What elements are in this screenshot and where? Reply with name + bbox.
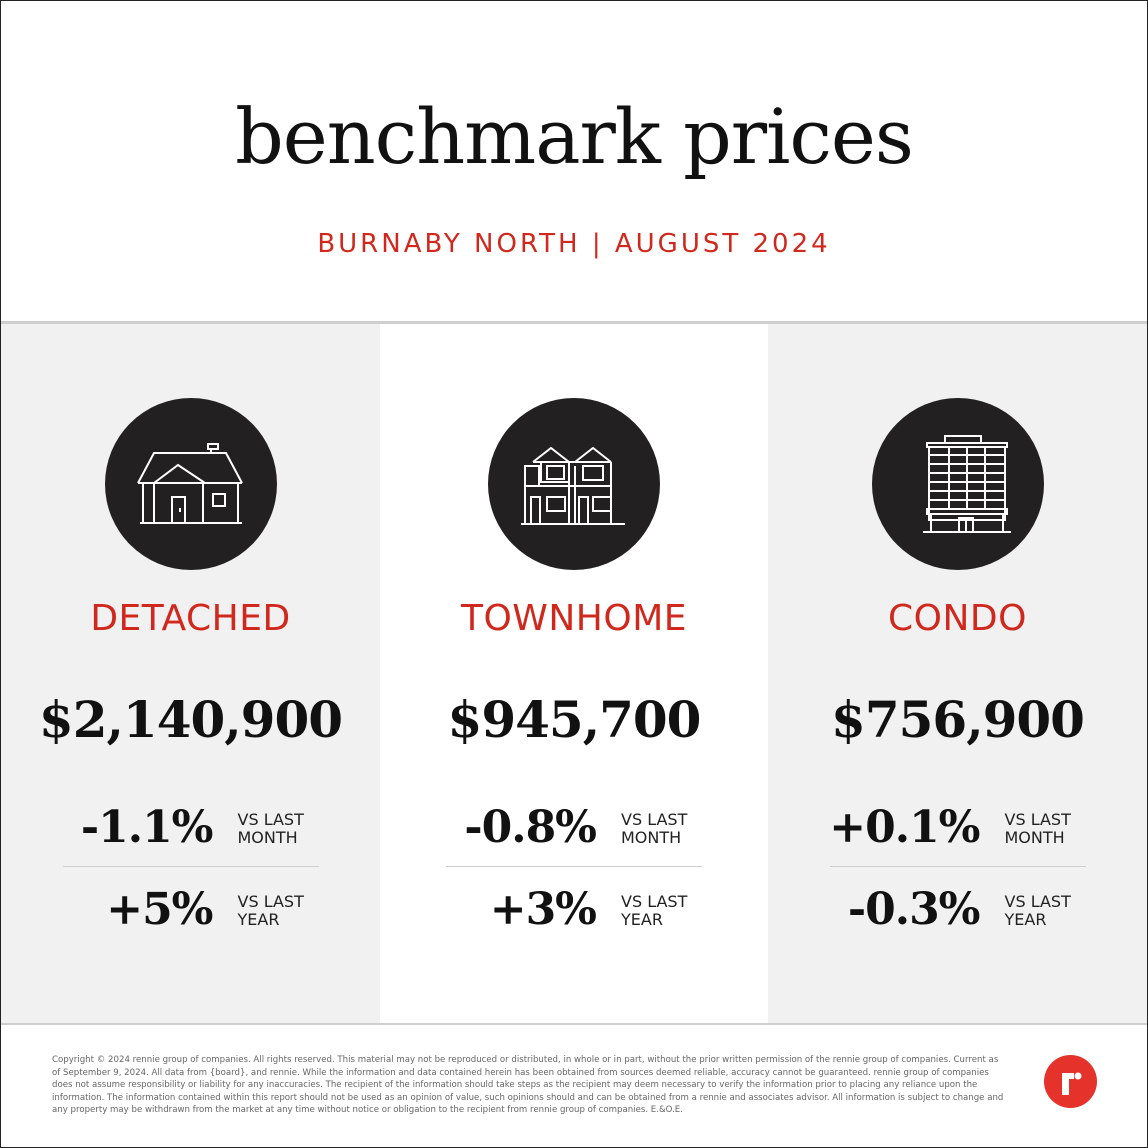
month-change-value: +0.1% <box>829 802 980 853</box>
detached-column: DETACHED $2,140,900 -1.1% VS LAST MONTH … <box>1 324 380 1023</box>
label-line-1: VS LAST <box>621 892 688 911</box>
rennie-logo-icon <box>1044 1055 1097 1108</box>
property-type-label: CONDO <box>888 598 1027 639</box>
page-subtitle: BURNABY NORTH | AUGUST 2024 <box>317 229 831 259</box>
stat-divider <box>829 866 1086 867</box>
year-change-value: +5% <box>106 884 213 935</box>
month-change-label: VS LAST MONTH <box>621 811 731 847</box>
year-change-row: +3% VS LAST YEAR <box>380 880 768 940</box>
label-line-1: VS LAST <box>621 810 688 829</box>
label-line-1: VS LAST <box>237 810 304 829</box>
year-change-value: +3% <box>489 884 597 935</box>
month-change-row: +0.1% VS LAST MONTH <box>768 798 1147 858</box>
label-line-1: VS LAST <box>237 892 304 911</box>
footer-disclaimer: Copyright © 2024 rennie group of compani… <box>52 1055 1004 1116</box>
month-change-label: VS LAST MONTH <box>238 811 348 847</box>
year-change-label: VS LAST YEAR <box>621 893 731 929</box>
label-line-2: MONTH <box>237 828 298 847</box>
stat-divider <box>446 866 702 867</box>
townhome-column: TOWNHOME $945,700 -0.8% VS LAST MONTH +3… <box>380 324 768 1023</box>
stat-divider <box>62 866 319 867</box>
month-change-value: -0.8% <box>464 802 597 853</box>
header: benchmark prices BURNABY NORTH | AUGUST … <box>1 1 1147 321</box>
label-line-2: MONTH <box>1004 828 1065 847</box>
label-line-2: YEAR <box>1004 910 1047 929</box>
benchmark-price: $756,900 <box>831 690 1085 749</box>
benchmark-price: $2,140,900 <box>38 690 343 749</box>
year-change-label: VS LAST YEAR <box>238 893 348 929</box>
property-type-label: TOWNHOME <box>460 598 688 639</box>
label-line-1: VS LAST <box>1004 892 1071 911</box>
condo-column: CONDO $756,900 +0.1% VS LAST MONTH -0.3%… <box>768 324 1147 1023</box>
year-change-label: VS LAST YEAR <box>1005 893 1115 929</box>
page-title: benchmark prices <box>235 92 914 181</box>
month-change-label: VS LAST MONTH <box>1005 811 1115 847</box>
label-line-2: YEAR <box>621 910 663 929</box>
property-type-label: DETACHED <box>90 598 291 639</box>
condo-building-icon <box>871 398 1044 570</box>
label-line-1: VS LAST <box>1004 810 1071 829</box>
label-line-2: MONTH <box>621 828 682 847</box>
month-change-row: -1.1% VS LAST MONTH <box>1 798 380 858</box>
benchmark-price: $945,700 <box>447 690 702 749</box>
month-change-value: -1.1% <box>80 802 214 853</box>
year-change-row: +5% VS LAST YEAR <box>1 880 380 940</box>
bottom-divider <box>1 1023 1147 1025</box>
townhome-icon <box>488 398 660 570</box>
year-change-value: -0.3% <box>847 884 981 935</box>
top-divider <box>1 321 1147 324</box>
label-line-2: YEAR <box>237 910 280 929</box>
house-icon <box>104 398 277 570</box>
month-change-row: -0.8% VS LAST MONTH <box>380 798 768 858</box>
year-change-row: -0.3% VS LAST YEAR <box>768 880 1147 940</box>
